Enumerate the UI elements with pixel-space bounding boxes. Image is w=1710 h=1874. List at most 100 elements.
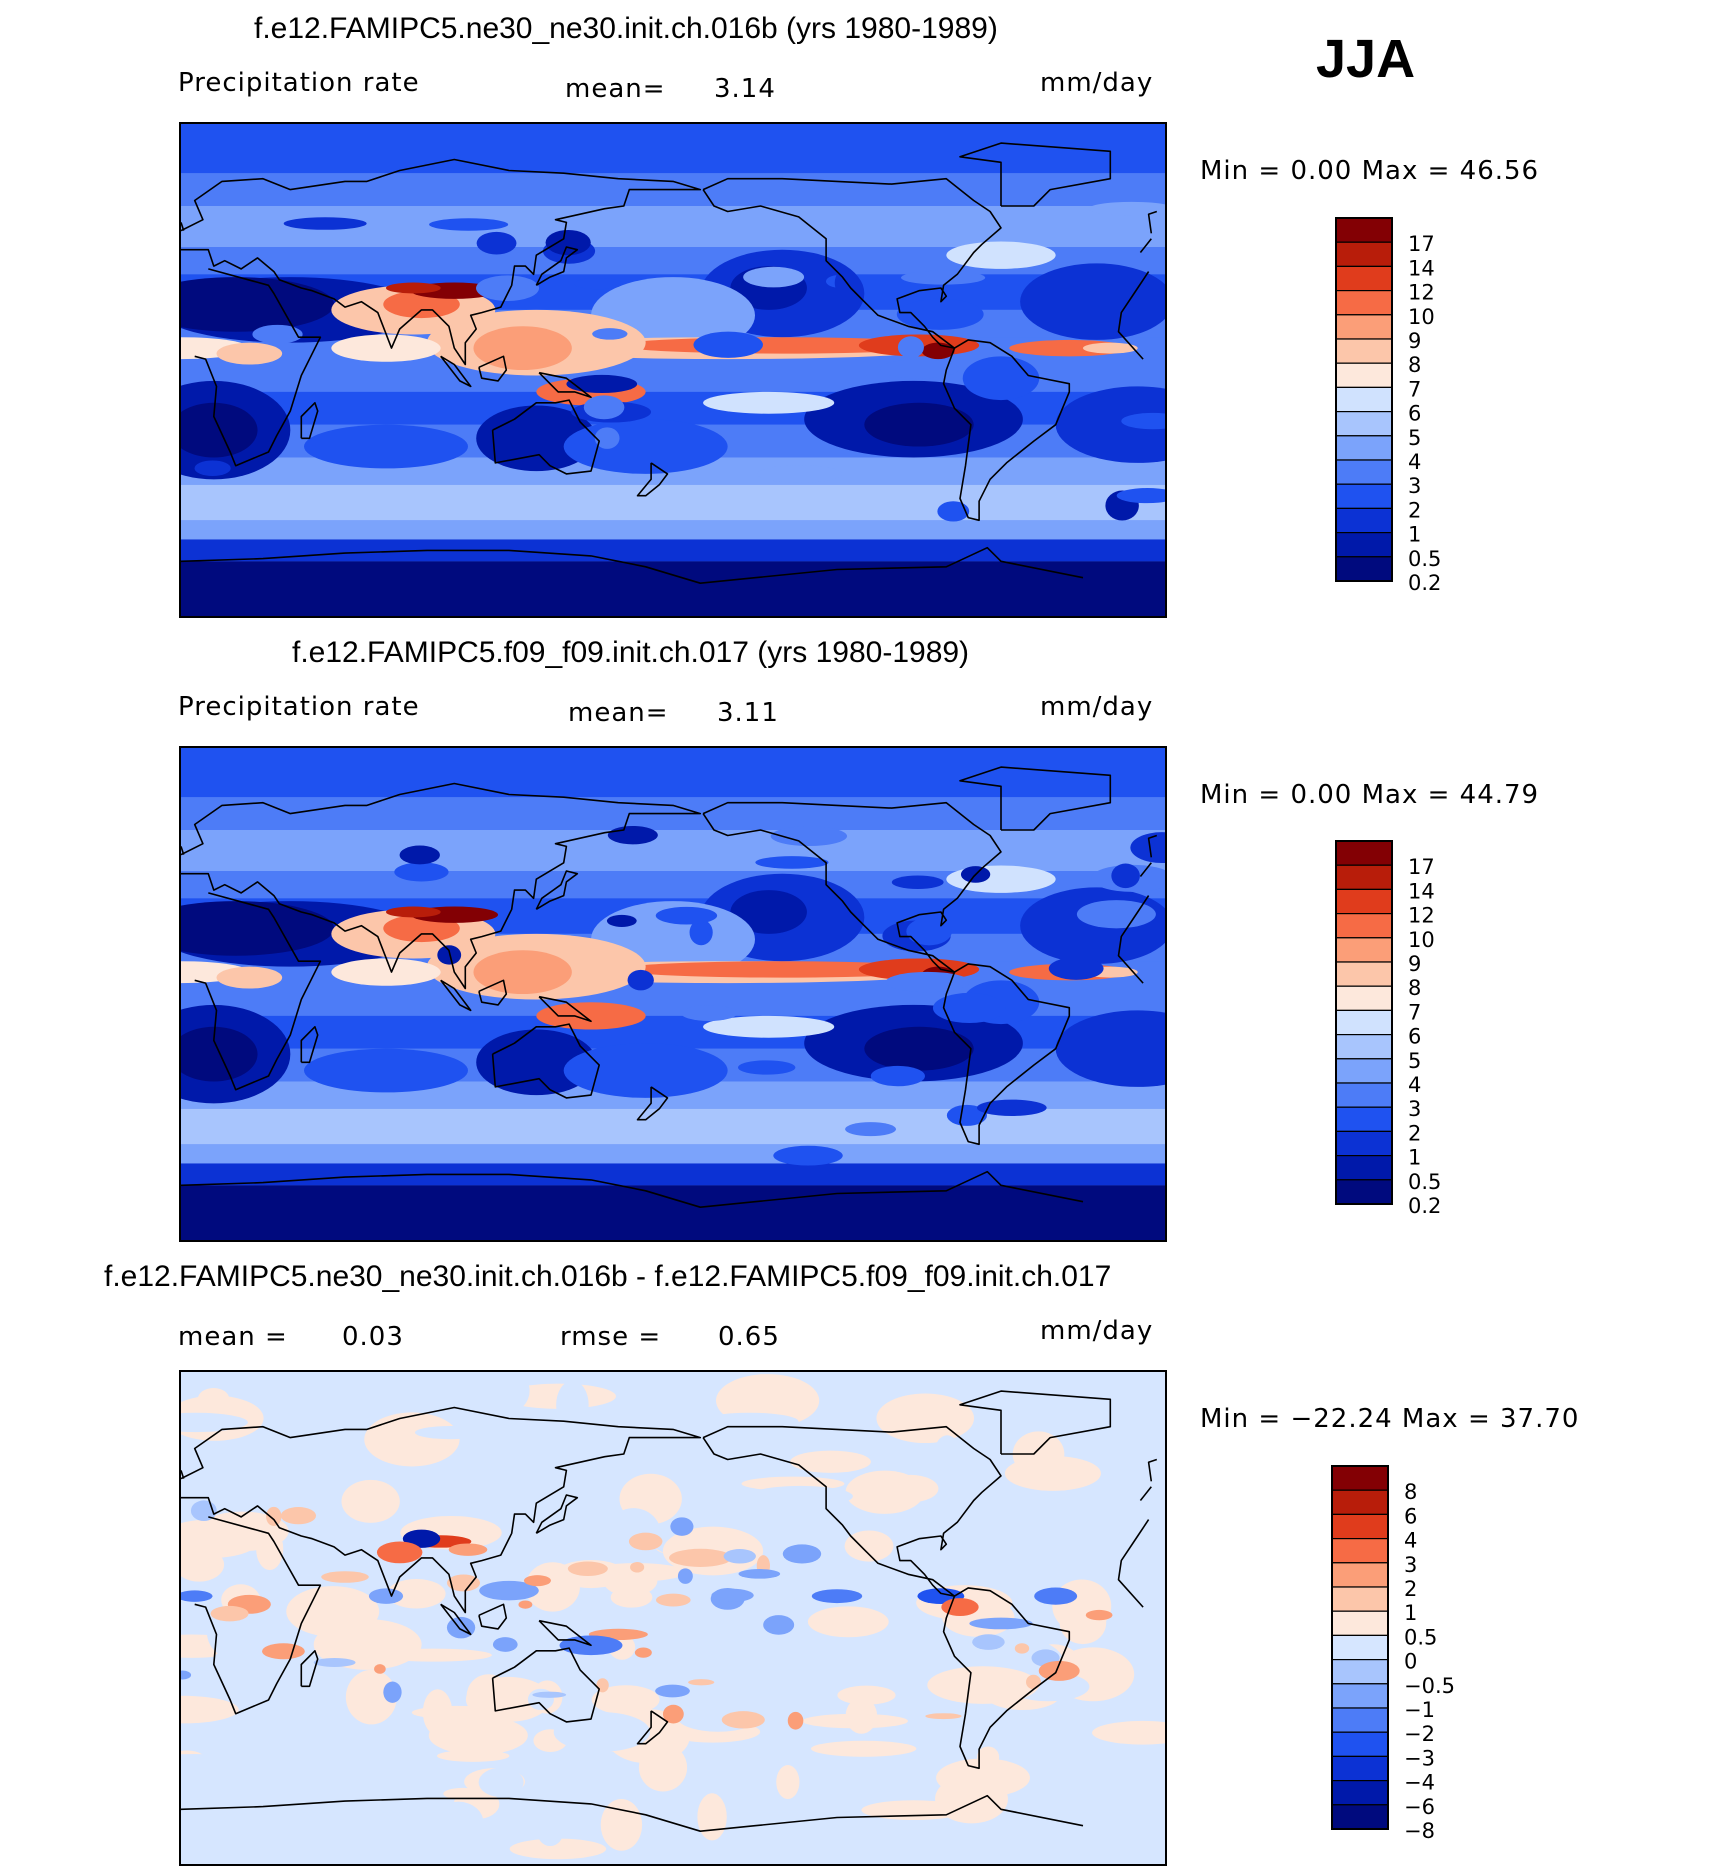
colorbar-swatch xyxy=(1335,1082,1393,1108)
colorbar-tick-label: 7 xyxy=(1408,377,1421,401)
colorbar-swatch xyxy=(1331,1610,1389,1636)
colorbar-tick-label: −3 xyxy=(1404,1746,1435,1770)
colorbar-swatch xyxy=(1335,314,1393,340)
colorbar-swatch xyxy=(1335,1130,1393,1157)
colorbar-swatch xyxy=(1335,507,1393,534)
colorbar-swatch xyxy=(1335,1058,1393,1084)
colorbar-tick-label: 5 xyxy=(1408,1049,1421,1073)
colorbar-tick-label: 1 xyxy=(1408,523,1421,547)
mean-value: 3.11 xyxy=(717,698,779,728)
precip-map xyxy=(179,122,1167,618)
colorbar-tick-label: 12 xyxy=(1408,281,1435,305)
precip-map xyxy=(179,746,1167,1242)
colorbar-swatch xyxy=(1335,912,1393,939)
colorbar-tick-label: 7 xyxy=(1408,1000,1421,1024)
rmse-label: rmse = xyxy=(560,1322,662,1352)
colorbar-tick-label: −0.5 xyxy=(1404,1674,1455,1698)
colorbar-tick-label: 4 xyxy=(1404,1529,1417,1553)
colorbar-tick-label: 8 xyxy=(1408,976,1421,1000)
colorbar-swatch xyxy=(1335,985,1393,1011)
colorbar-swatch xyxy=(1331,1465,1389,1491)
colorbar-swatch xyxy=(1335,961,1393,987)
colorbar-swatch xyxy=(1335,840,1393,866)
colorbar-tick-label: 2 xyxy=(1408,1121,1421,1145)
colorbar-tick-label: 1 xyxy=(1408,1146,1421,1170)
colorbar-swatch xyxy=(1335,386,1393,413)
colorbar-tick-label: 0.5 xyxy=(1404,1625,1437,1649)
colorbar-swatch xyxy=(1335,459,1393,485)
mean-label: mean = xyxy=(178,1322,288,1352)
colorbar-frame xyxy=(1335,840,1393,1205)
panel-title: f.e12.FAMIPC5.f09_f09.init.ch.017 (yrs 1… xyxy=(292,636,970,669)
colorbar-tick-label: 17 xyxy=(1408,232,1435,256)
colorbar-tick-label: −1 xyxy=(1404,1698,1435,1722)
colorbar-swatch xyxy=(1331,1489,1389,1516)
mean-value: 3.14 xyxy=(714,74,776,104)
colorbar-tick-label: 6 xyxy=(1404,1504,1417,1528)
variable-label: Precipitation rate xyxy=(178,68,420,98)
colorbar-swatch xyxy=(1335,1179,1393,1205)
colorbar-swatch xyxy=(1331,1634,1389,1661)
colorbar-swatch xyxy=(1335,888,1393,915)
colorbar-swatch xyxy=(1331,1513,1389,1540)
colorbar-tick-label: 12 xyxy=(1408,904,1435,928)
colorbar-tick-label: 5 xyxy=(1408,426,1421,450)
mean-value: 0.03 xyxy=(342,1322,404,1352)
colorbar-swatch xyxy=(1335,241,1393,268)
colorbar-swatch xyxy=(1331,1683,1389,1709)
coastlines xyxy=(181,766,1158,1209)
units-label: mm/day xyxy=(1040,68,1154,98)
colorbar-tick-label: 2 xyxy=(1404,1577,1417,1601)
colorbar-tick-label: 2 xyxy=(1408,498,1421,522)
colorbar-swatch xyxy=(1331,1537,1389,1564)
colorbar-swatch xyxy=(1335,411,1393,437)
units-label: mm/day xyxy=(1040,692,1154,722)
colorbar-tick-label: 0 xyxy=(1404,1650,1417,1674)
min-max-label: Min = 0.00 Max = 46.56 xyxy=(1200,156,1540,186)
colorbar-swatch xyxy=(1331,1659,1389,1685)
colorbar-tick-label: 8 xyxy=(1404,1480,1417,1504)
colorbar-swatch xyxy=(1335,483,1393,510)
colorbar-tick-label: 3 xyxy=(1404,1553,1417,1577)
colorbar-swatch xyxy=(1335,265,1393,292)
colorbar-tick-label: 14 xyxy=(1408,879,1435,903)
colorbar-tick-label: −4 xyxy=(1404,1771,1435,1795)
colorbar-swatch xyxy=(1335,864,1393,891)
colorbar-tick-label: −6 xyxy=(1404,1795,1435,1819)
colorbar-tick-label: 17 xyxy=(1408,855,1435,879)
colorbar-tick-label: 8 xyxy=(1408,353,1421,377)
colorbar-swatch xyxy=(1331,1586,1389,1612)
colorbar-tick-label: 4 xyxy=(1408,450,1421,474)
colorbar-tick-label: 0.5 xyxy=(1408,1170,1441,1194)
colorbar-tick-label: 4 xyxy=(1408,1073,1421,1097)
rmse-value: 0.65 xyxy=(718,1322,780,1352)
colorbar-tick-label: 0.5 xyxy=(1408,547,1441,571)
colorbar-swatch xyxy=(1335,1106,1393,1133)
colorbar-tick-label: 3 xyxy=(1408,1097,1421,1121)
colorbar-swatch xyxy=(1335,1155,1393,1181)
coastlines xyxy=(181,142,1158,585)
colorbar-tick-label: 6 xyxy=(1408,402,1421,426)
colorbar-swatch xyxy=(1335,289,1393,316)
colorbar-tick-label: 3 xyxy=(1408,474,1421,498)
coastlines xyxy=(181,1390,1158,1833)
colorbar-tick-label: −2 xyxy=(1404,1722,1435,1746)
colorbar-swatch xyxy=(1335,1009,1393,1036)
colorbar-swatch xyxy=(1335,217,1393,243)
units-label: mm/day xyxy=(1040,1316,1154,1346)
colorbar-tick-label: −8 xyxy=(1404,1819,1435,1843)
season-label: JJA xyxy=(1316,29,1416,89)
colorbar-swatch xyxy=(1331,1562,1389,1588)
mean-label: mean= xyxy=(568,698,669,728)
colorbar: 8 6 4 3 2 1 0.5 0 −0.5 −1 −2 −3 −4 −6 −8 xyxy=(1331,1465,1455,1856)
colorbar-tick-label: 0.2 xyxy=(1408,1194,1441,1218)
mean-label: mean= xyxy=(565,74,666,104)
colorbar-swatch xyxy=(1335,556,1393,582)
min-max-label: Min = −22.24 Max = 37.70 xyxy=(1200,1404,1580,1434)
colorbar-swatch xyxy=(1331,1780,1389,1806)
colorbar-swatch xyxy=(1335,338,1393,364)
colorbar-frame xyxy=(1331,1465,1389,1830)
colorbar-tick-label: 0.2 xyxy=(1408,571,1441,595)
panel-title: f.e12.FAMIPC5.ne30_ne30.init.ch.016b (yr… xyxy=(254,12,998,45)
colorbar-swatch xyxy=(1335,532,1393,558)
